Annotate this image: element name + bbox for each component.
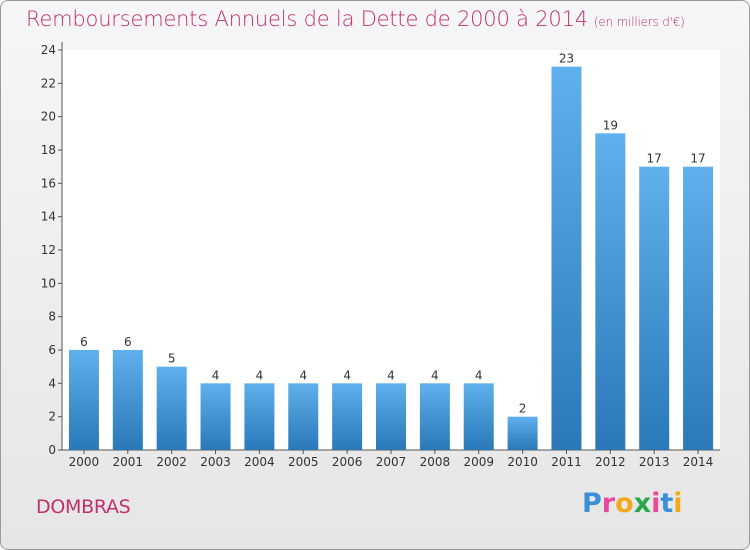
bar bbox=[244, 383, 275, 450]
x-tick-label: 2005 bbox=[288, 455, 319, 469]
data-label: 6 bbox=[124, 335, 132, 349]
data-label: 19 bbox=[603, 118, 618, 132]
bar bbox=[376, 383, 406, 450]
data-label: 17 bbox=[647, 152, 662, 166]
bar bbox=[156, 366, 187, 450]
bar bbox=[683, 166, 714, 450]
data-label: 4 bbox=[299, 368, 307, 382]
chart-title: Remboursements Annuels de la Dette de 20… bbox=[26, 7, 685, 31]
data-label: 4 bbox=[387, 368, 395, 382]
y-tick-label: 4 bbox=[48, 376, 56, 390]
bar bbox=[595, 133, 626, 451]
x-tick-label: 2003 bbox=[200, 455, 231, 469]
x-tick-label: 2007 bbox=[376, 455, 407, 469]
bar bbox=[507, 416, 538, 450]
bar bbox=[551, 66, 582, 451]
y-tick-label: 18 bbox=[41, 143, 56, 157]
y-tick-label: 12 bbox=[41, 243, 56, 257]
x-tick-label: 2006 bbox=[332, 455, 363, 469]
data-label: 2 bbox=[519, 402, 527, 416]
y-tick-label: 0 bbox=[48, 443, 56, 457]
y-tick-label: 10 bbox=[41, 276, 56, 290]
logo-letter: i bbox=[673, 488, 683, 519]
logo-letter: t bbox=[660, 488, 674, 519]
y-tick-label: 20 bbox=[41, 110, 56, 124]
logo-letter: o bbox=[615, 488, 634, 519]
data-label: 6 bbox=[80, 335, 88, 349]
y-tick-label: 24 bbox=[41, 43, 56, 57]
bar bbox=[112, 350, 143, 450]
bar bbox=[332, 383, 363, 450]
data-label: 17 bbox=[690, 152, 705, 166]
x-tick-label: 2011 bbox=[551, 455, 582, 469]
bar bbox=[419, 383, 450, 450]
y-tick-label: 22 bbox=[41, 76, 56, 90]
data-label: 4 bbox=[431, 368, 439, 382]
x-tick-label: 2014 bbox=[683, 455, 714, 469]
chart-unit: (en milliers d'€) bbox=[593, 15, 685, 29]
data-label: 4 bbox=[212, 368, 220, 382]
logo-letter: r bbox=[601, 488, 616, 519]
y-tick-label: 16 bbox=[41, 176, 56, 190]
x-tick-label: 2001 bbox=[113, 455, 144, 469]
y-tick-label: 14 bbox=[41, 210, 56, 224]
proxiti-logo: Proxiti bbox=[582, 488, 683, 519]
data-label: 23 bbox=[559, 52, 574, 66]
bar bbox=[288, 383, 319, 450]
data-label: 4 bbox=[343, 368, 351, 382]
bar bbox=[200, 383, 231, 450]
bar bbox=[463, 383, 494, 450]
commune-name: DOMBRAS bbox=[36, 496, 131, 518]
x-tick-label: 2010 bbox=[507, 455, 538, 469]
logo-letter: x bbox=[633, 488, 652, 519]
logo-letter: P bbox=[582, 488, 602, 519]
data-label: 4 bbox=[475, 368, 483, 382]
data-label: 5 bbox=[168, 352, 176, 366]
x-tick-label: 2013 bbox=[639, 455, 670, 469]
data-label: 4 bbox=[256, 368, 264, 382]
y-tick-label: 6 bbox=[48, 343, 56, 357]
x-tick-label: 2000 bbox=[69, 455, 100, 469]
x-tick-label: 2012 bbox=[595, 455, 626, 469]
x-tick-label: 2008 bbox=[420, 455, 451, 469]
x-tick-label: 2009 bbox=[463, 455, 494, 469]
chart-title-text: Remboursements Annuels de la Dette de 20… bbox=[26, 7, 588, 31]
logo-letter: i bbox=[651, 488, 661, 519]
y-tick-label: 8 bbox=[48, 310, 56, 324]
y-tick-label: 2 bbox=[48, 410, 56, 424]
x-tick-label: 2004 bbox=[244, 455, 275, 469]
bar bbox=[68, 350, 99, 450]
x-tick-label: 2002 bbox=[156, 455, 187, 469]
bar bbox=[639, 166, 670, 450]
